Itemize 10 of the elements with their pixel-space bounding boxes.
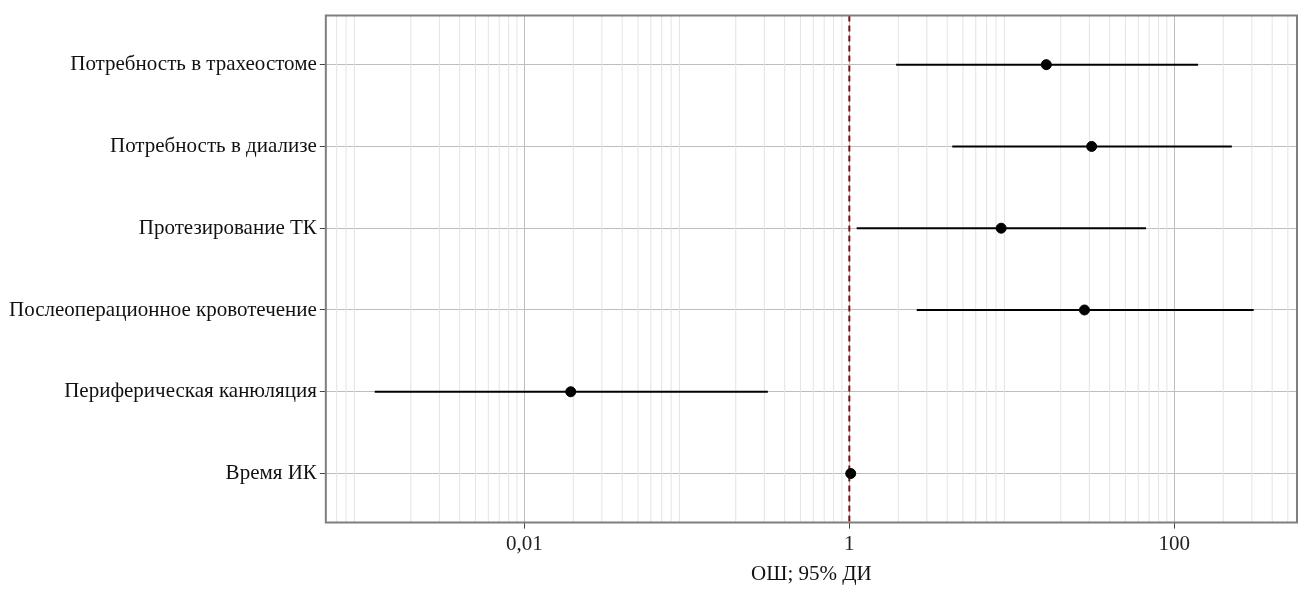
x-axis-title: ОШ; 95% ДИ	[751, 560, 872, 585]
y-tick-label: Протезирование ТК	[138, 214, 318, 239]
x-tick-label: 1	[844, 530, 855, 555]
x-tick-label: 100	[1158, 530, 1191, 555]
y-tick-label: Периферическая канюляция	[64, 378, 318, 403]
y-tick-label: Время ИК	[225, 460, 318, 485]
y-tick-label: Потребность в диализе	[109, 132, 317, 157]
y-tick-label: Послеоперационное кровотечение	[8, 296, 317, 321]
x-tick-label: 0,01	[505, 530, 543, 555]
y-tick-label: Потребность в трахеостоме	[70, 51, 317, 76]
